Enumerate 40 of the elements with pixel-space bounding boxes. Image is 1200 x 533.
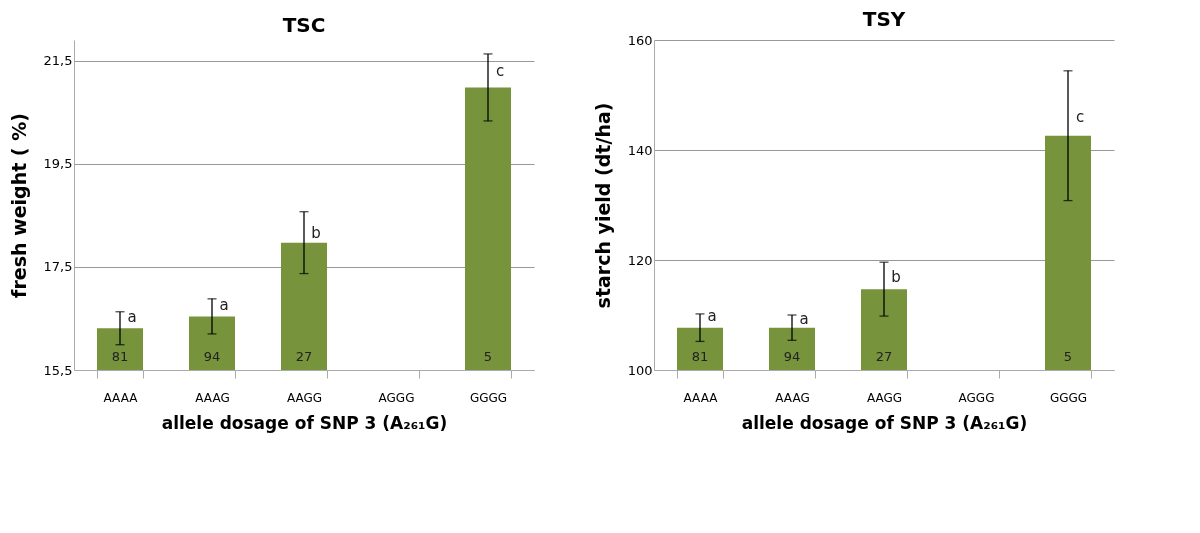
chart-title: TSC xyxy=(282,13,326,37)
annotation: a xyxy=(127,308,137,327)
y-tick-label: 100 xyxy=(627,362,653,378)
annotation: 81 xyxy=(111,349,129,364)
y-tick-label: 19,5 xyxy=(43,156,73,172)
y-tick-label: 140 xyxy=(627,142,653,158)
x-tick-label: AAAA xyxy=(683,390,719,405)
x-tick-label: AAAA xyxy=(103,390,139,405)
x-tick-label: AAAG xyxy=(775,390,810,405)
annotation: c xyxy=(495,61,505,80)
annotation: 5 xyxy=(1063,349,1073,364)
annotation: a xyxy=(707,307,717,326)
annotation: b xyxy=(891,268,901,287)
x-tick-label: AAAG xyxy=(195,390,230,405)
x-tick-label: AAGG xyxy=(866,390,903,405)
annotation: c xyxy=(1075,108,1085,126)
x-tick-label: GGGG xyxy=(1049,390,1088,405)
annotation: 94 xyxy=(203,349,221,364)
x-tick-label: AAGG xyxy=(286,390,323,405)
x-tick-label: GGGG xyxy=(469,390,508,405)
x-axis-title: allele dosage of SNP 3 (A₂₆₁G) xyxy=(741,412,1028,433)
y-tick-label: 15,5 xyxy=(43,362,73,378)
annotation: 94 xyxy=(783,349,801,364)
annotation: a xyxy=(219,296,229,315)
annotation: 5 xyxy=(483,349,493,364)
annotation: a xyxy=(799,310,809,329)
chart-title: TSY xyxy=(862,7,906,31)
y-tick-label: 120 xyxy=(627,252,653,268)
y-axis-title: fresh weight ( %) xyxy=(7,113,30,298)
annotation: 27 xyxy=(875,349,893,364)
x-tick-label: AGGG xyxy=(378,390,415,405)
y-axis-title: starch yield (dt/ha) xyxy=(591,102,614,309)
annotation: 81 xyxy=(691,349,709,364)
annotation: b xyxy=(311,223,321,242)
annotation: 27 xyxy=(295,349,313,364)
x-tick-label: AGGG xyxy=(958,390,995,405)
y-tick-label: 17,5 xyxy=(43,259,73,275)
y-tick-label: 160 xyxy=(627,32,653,48)
x-axis-title: allele dosage of SNP 3 (A₂₆₁G) xyxy=(161,412,448,433)
y-tick-label: 21,5 xyxy=(43,53,73,69)
